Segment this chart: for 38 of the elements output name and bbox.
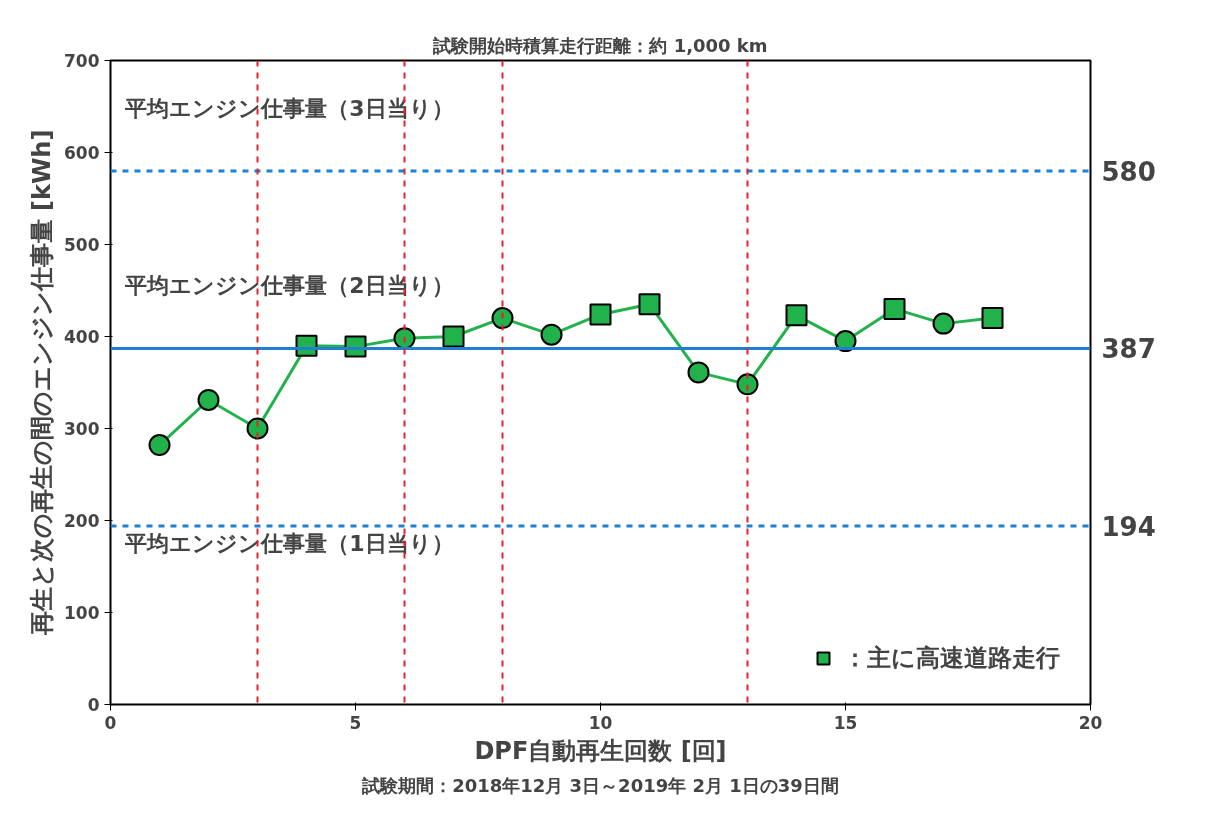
point	[246, 417, 269, 440]
y2-tick-label: 387	[1101, 334, 1156, 365]
x-tick-label: 5	[349, 712, 362, 733]
chart-title: 試験開始時積算走行距離：約 1,000 km	[432, 34, 768, 56]
ref-line-label: 平均エンジン仕事量（3日当り）	[124, 95, 454, 121]
y-tick-label: 200	[64, 511, 100, 531]
point	[981, 307, 1004, 330]
y-tick-label: 600	[64, 143, 100, 163]
y-tick-label: 100	[64, 603, 100, 623]
point	[687, 361, 710, 384]
point	[540, 323, 563, 346]
y2-tick-label: 580	[1101, 156, 1156, 187]
point	[785, 304, 808, 327]
point	[932, 312, 955, 335]
point	[442, 325, 465, 348]
y-axis-title: 再生と次の再生の間のエンジン仕事量 [kWh]	[28, 129, 57, 637]
point	[589, 303, 612, 326]
point	[736, 373, 759, 396]
point	[491, 307, 514, 330]
y-tick-label: 300	[64, 419, 100, 439]
y-tick-label: 400	[64, 327, 100, 347]
y-tick-label: 700	[64, 51, 100, 71]
point	[883, 297, 906, 320]
x-tick-label: 15	[833, 712, 858, 733]
y-tick-label: 500	[64, 235, 100, 255]
x-axis-title: DPF自動再生回数 [回]	[474, 736, 727, 765]
point	[148, 434, 171, 457]
y-tick-label: 0	[87, 695, 100, 715]
y2-tick-label: 194	[1101, 512, 1156, 543]
point	[197, 389, 220, 411]
ref-line-label: 平均エンジン仕事量（1日当り）	[124, 531, 454, 557]
point	[638, 293, 661, 316]
x-tick-label: 0	[104, 712, 117, 733]
legend-label: ：主に高速道路走行	[843, 643, 1060, 674]
x-tick-label: 20	[1078, 712, 1103, 733]
x-tick-label: 10	[588, 712, 613, 733]
ref-line-label: 平均エンジン仕事量（2日当り）	[124, 273, 454, 299]
text: 試験期間：2018年12月 3日～2019年 2月 1日の39日間	[361, 774, 839, 796]
